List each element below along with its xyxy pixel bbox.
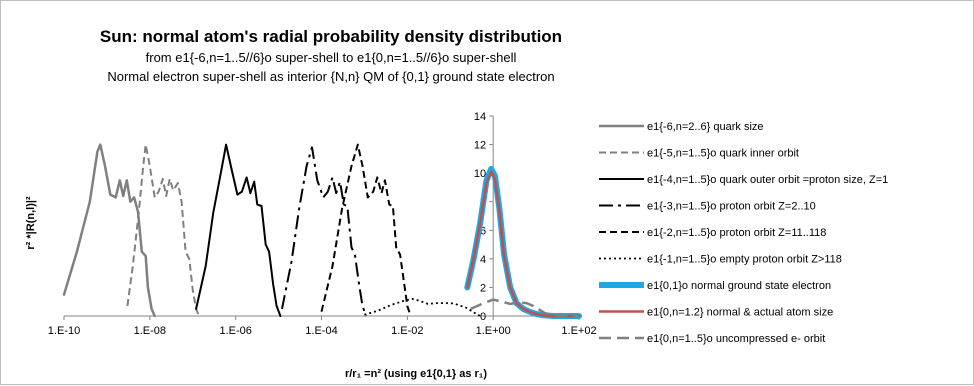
series-line-8-e1-0-n-1-5-o-uncompressed-e-or [470, 298, 580, 318]
legend-label: e1{-6,n=2..6} quark size [647, 121, 764, 133]
chart-subtitle-line-1: from e1{-6,n=1..5//6}o super-shell to e1… [146, 50, 517, 65]
series-line-2-e1-4-n-1-5-o-quark-outer-orbit [195, 143, 282, 317]
x-tick-label: 1.E-04 [305, 325, 337, 337]
series-line-3-e1-3-n-1-5-o-proton-orbit-z-2- [281, 146, 368, 317]
x-tick-label: 1.E-10 [48, 325, 80, 337]
series-line-0-e1-6-n-2-6-quark-size [62, 143, 156, 318]
x-axis-label: r/r₁ =n² (using e1{0,1} as r₁) [345, 368, 487, 380]
legend-label: e1{-5,n=1..5}o quark inner orbit [647, 148, 799, 160]
y-tick-label: 6 [480, 225, 486, 237]
y-axis-label: r² *|R(n,l)|² [25, 196, 37, 250]
legend-label: e1{0,n=1..5}o uncompressed e- orbit [647, 333, 825, 345]
chart-title: Sun: normal atom's radial probability de… [100, 27, 562, 46]
legend: e1{-6,n=2..6} quark size e1{-5,n=1..5}o q… [599, 121, 888, 345]
series-line-4-e1-2-n-1-5-o-proton-orbit-z-11 [320, 143, 412, 317]
x-tick-label: 1.E+00 [476, 325, 511, 337]
chart-subtitle-line-2: Normal electron super-shell as interior … [107, 69, 554, 84]
series-line-5-e1-1-n-1-5-o-empty-proton-orbi [364, 298, 481, 317]
x-tick-label: 1.E-02 [391, 325, 423, 337]
legend-label: e1{0,n=1.2} normal & actual atom size [647, 307, 833, 319]
y-tick-label: 10 [474, 168, 486, 180]
legend-label: e1{-2,n=1..5}o proton orbit Z=11..118 [647, 227, 826, 239]
y-tick-label: 4 [480, 254, 486, 266]
series-line-1-e1-5-n-1-5-o-quark-inner-orbit [126, 143, 200, 317]
x-tick-label: 1.E-08 [134, 325, 166, 337]
y-tick-label: 0 [480, 311, 486, 323]
x-tick-label: 1.E-06 [219, 325, 251, 337]
legend-label: e1{0,1}o normal ground state electron [647, 280, 831, 292]
y-tick-label: 12 [474, 140, 486, 152]
y-tick-label: 14 [474, 111, 486, 123]
y-tick-label: 2 [480, 282, 486, 294]
legend-label: e1{-4,n=1..5}o quark outer orbit =proton… [647, 174, 888, 186]
x-tick-label: 1.E+02 [561, 325, 596, 337]
legend-label: e1{-1,n=1..5}o empty proton orbit Z>118 [647, 254, 842, 266]
legend-label: e1{-3,n=1..5}o proton orbit Z=2..10 [647, 201, 816, 213]
series-line-7-e1-0-n-1-2-normal-actual-atom- [466, 170, 581, 318]
